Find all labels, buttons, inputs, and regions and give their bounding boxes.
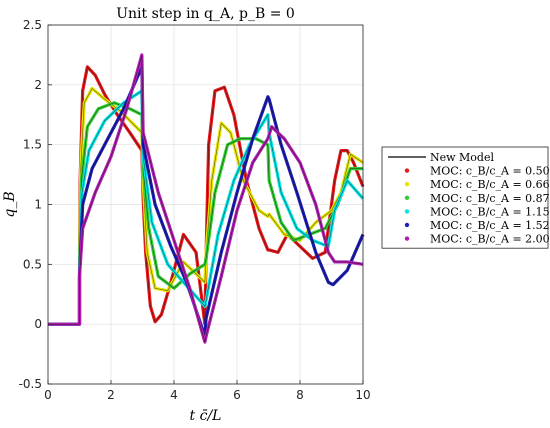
new-model-overlay	[48, 102, 363, 325]
legend-swatch-moc	[404, 182, 410, 187]
x-tick-label: 0	[44, 388, 52, 402]
legend-label: MOC: c_B/c_A = 2.00	[430, 233, 550, 246]
legend-swatch-moc	[404, 222, 410, 228]
legend-swatch-moc	[404, 168, 410, 173]
legend-box	[381, 146, 549, 249]
legend-label: MOC: c_B/c_A = 1.15	[430, 205, 550, 218]
legend-label: New Model	[430, 151, 494, 164]
legend-swatch-moc	[404, 195, 410, 200]
new-model-overlay	[48, 66, 364, 337]
legend-label: MOC: c_B/c_A = 0.50	[430, 165, 550, 178]
legend-label: MOC: c_B/c_A = 1.52	[430, 219, 550, 232]
legend-label: MOC: c_B/c_A = 0.87	[430, 192, 550, 205]
y-tick-label: -0.5	[19, 377, 42, 391]
x-tick-label: 10	[355, 388, 370, 402]
axes-layer: 0 2 4 6 8 10-0.500.511.522.5	[19, 18, 371, 402]
y-tick-label: 1.5	[23, 138, 42, 152]
legend-swatch-moc	[404, 236, 410, 241]
x-tick-label: 6	[233, 388, 241, 402]
legend-label: MOC: c_B/c_A = 0.66	[430, 178, 550, 191]
y-axis-label: q_B	[2, 191, 18, 217]
y-tick-label: 0.5	[23, 257, 42, 271]
new-model-overlay	[48, 54, 364, 343]
y-tick-label: 2.5	[23, 18, 42, 32]
x-tick-label: 2	[107, 388, 115, 402]
x-tick-label: 4	[170, 388, 178, 402]
y-tick-label: 1	[34, 198, 42, 212]
x-tick-label: 8	[296, 388, 304, 402]
y-tick-label: 0	[34, 317, 42, 331]
chart-title: Unit step in q_A, p_B = 0	[116, 6, 295, 22]
y-tick-label: 2	[34, 78, 42, 92]
x-axis-label: t c̄/L	[190, 408, 222, 424]
series-layer	[48, 53, 365, 344]
legend-swatch-moc	[404, 209, 410, 214]
